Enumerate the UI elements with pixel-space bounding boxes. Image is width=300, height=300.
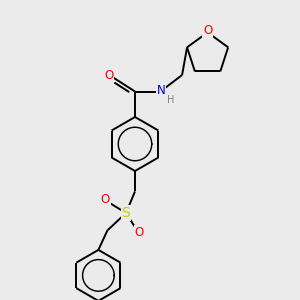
Text: S: S <box>122 206 130 220</box>
Text: O: O <box>135 226 144 239</box>
Text: H: H <box>167 95 175 105</box>
Text: O: O <box>104 69 113 82</box>
Text: O: O <box>100 193 109 206</box>
Text: N: N <box>157 84 166 98</box>
Text: O: O <box>203 24 212 38</box>
